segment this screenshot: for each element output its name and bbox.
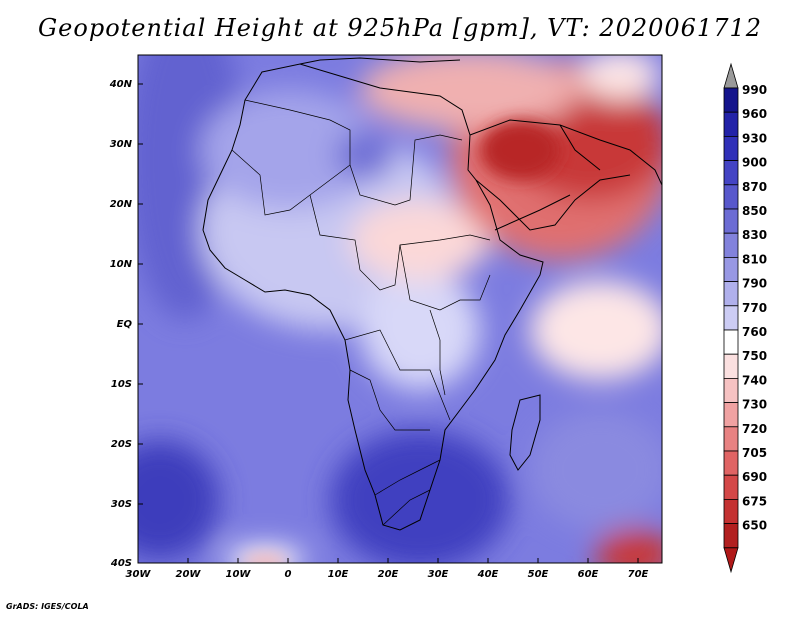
lon-label: 10E — [328, 569, 349, 580]
colorbar-swatch — [723, 281, 739, 307]
colorbar-swatch — [723, 329, 739, 355]
map-frame — [137, 54, 663, 564]
lon-label: 30W — [126, 569, 152, 580]
lon-label: 40E — [477, 569, 499, 580]
lon-label: 60E — [578, 569, 599, 580]
lon-label: 0 — [285, 569, 292, 580]
colorbar-label: 960 — [742, 107, 767, 121]
colorbar-swatch — [723, 135, 739, 161]
lat-label: 20S — [111, 439, 132, 450]
lon-label: 10W — [226, 569, 252, 580]
colorbar-swatch — [723, 208, 739, 234]
latitude-axis: 40N 30N 20N 10N EQ 10S 20S 30S 40S — [109, 79, 143, 569]
colorbar-label: 870 — [742, 180, 767, 194]
colorbar-legend: 990 960 930 900 870 850 830 810 790 770 760 750 740 7… — [723, 62, 767, 574]
lat-label: 40S — [110, 558, 132, 569]
colorbar-label: 790 — [742, 277, 767, 291]
colorbar-swatch — [723, 523, 739, 549]
colorbar-label: 850 — [742, 204, 767, 218]
colorbar-swatch — [723, 160, 739, 186]
lat-label: 10S — [111, 379, 132, 390]
lon-label: 70E — [628, 569, 649, 580]
colorbar-label: 650 — [742, 519, 767, 533]
lat-label: 10N — [110, 259, 133, 270]
colorbar-label: 900 — [742, 156, 767, 170]
colorbar-swatch — [723, 426, 739, 452]
colorbar-swatch — [723, 450, 739, 476]
colorbar-label: 750 — [742, 349, 767, 363]
lat-label: 20N — [110, 199, 133, 210]
colorbar-label: 760 — [742, 325, 767, 339]
colorbar-label: 690 — [742, 470, 767, 484]
grads-credit: GrADS: IGES/COLA — [6, 602, 89, 611]
coastlines — [202, 57, 662, 531]
colorbar-swatch — [723, 256, 739, 282]
colorbar-label: 720 — [742, 422, 767, 436]
colorbar-swatch — [723, 232, 739, 258]
colorbar-label: 675 — [742, 494, 767, 508]
colorbar-swatch — [723, 353, 739, 379]
colorbar-label: 930 — [742, 131, 767, 145]
colorbar-label: 830 — [742, 228, 767, 242]
height-field — [138, 55, 662, 563]
colorbar-swatch — [723, 87, 739, 113]
colorbar-swatch — [723, 377, 739, 403]
colorbar-top-arrow — [723, 62, 739, 89]
lon-label: 20W — [176, 569, 202, 580]
colorbar-swatch — [723, 474, 739, 500]
lat-label: 30S — [111, 499, 132, 510]
colorbar-label: 705 — [742, 446, 767, 460]
lon-label: 30E — [428, 569, 449, 580]
colorbar-swatch — [723, 402, 739, 428]
lat-label: 40N — [109, 79, 133, 90]
colorbar-label: 810 — [742, 252, 767, 266]
colorbar-label: 730 — [742, 398, 767, 412]
colorbar-label: 990 — [742, 83, 767, 97]
colorbar-label: 740 — [742, 373, 767, 387]
colorbar-swatch — [723, 184, 739, 210]
lon-label: 20E — [378, 569, 399, 580]
colorbar-label: 770 — [742, 301, 767, 315]
lat-label: EQ — [117, 319, 133, 330]
longitude-axis: 30W 20W 10W 0 10E 20E 30E 40E 50E 60E 70E — [126, 558, 649, 580]
colorbar-swatch — [723, 111, 739, 137]
lon-label: 50E — [528, 569, 549, 580]
lat-label: 30N — [110, 139, 133, 150]
colorbar-swatch — [723, 498, 739, 524]
colorbar-bottom-arrow — [723, 547, 739, 574]
colorbar-swatch — [723, 305, 739, 331]
chart-title: Geopotential Height at 925hPa [gpm], VT:… — [38, 14, 762, 42]
country-borders — [231, 99, 491, 526]
